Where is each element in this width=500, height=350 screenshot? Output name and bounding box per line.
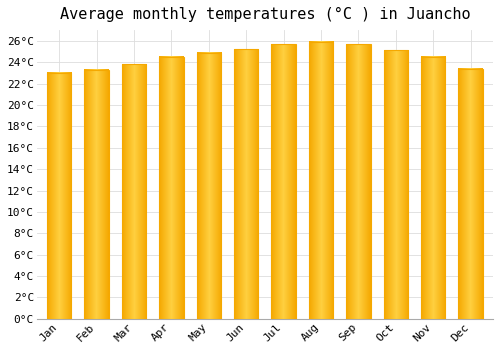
- Bar: [309, 42, 333, 319]
- Bar: [47, 73, 72, 319]
- Bar: [346, 44, 370, 319]
- Bar: [159, 57, 184, 319]
- Bar: [196, 52, 221, 319]
- Bar: [272, 44, 295, 319]
- Bar: [384, 50, 408, 319]
- Title: Average monthly temperatures (°C ) in Juancho: Average monthly temperatures (°C ) in Ju…: [60, 7, 470, 22]
- Bar: [122, 64, 146, 319]
- Bar: [84, 70, 108, 319]
- Bar: [234, 49, 258, 319]
- Bar: [421, 57, 446, 319]
- Bar: [458, 69, 483, 319]
